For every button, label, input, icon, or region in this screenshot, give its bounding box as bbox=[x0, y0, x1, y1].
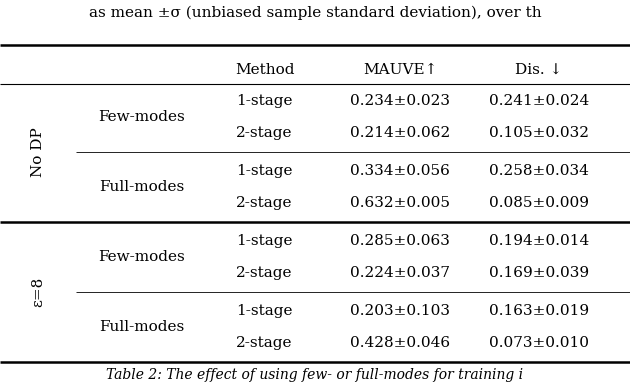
Text: 0.334±0.056: 0.334±0.056 bbox=[350, 164, 450, 178]
Text: 0.085±0.009: 0.085±0.009 bbox=[489, 196, 588, 210]
Text: 2-stage: 2-stage bbox=[236, 335, 293, 349]
Text: ε=8: ε=8 bbox=[31, 277, 45, 307]
Text: Table 2: The effect of using few- or full-modes for training i: Table 2: The effect of using few- or ful… bbox=[106, 368, 524, 382]
Text: 0.203±0.103: 0.203±0.103 bbox=[350, 303, 450, 317]
Text: Few-modes: Few-modes bbox=[98, 250, 185, 264]
Text: 1-stage: 1-stage bbox=[236, 234, 293, 248]
Text: 0.428±0.046: 0.428±0.046 bbox=[350, 335, 450, 349]
Text: 1-stage: 1-stage bbox=[236, 303, 293, 317]
Text: 0.241±0.024: 0.241±0.024 bbox=[488, 94, 589, 108]
Text: No DP: No DP bbox=[31, 128, 45, 177]
Text: 2-stage: 2-stage bbox=[236, 266, 293, 280]
Text: 0.285±0.063: 0.285±0.063 bbox=[350, 234, 450, 248]
Text: 0.194±0.014: 0.194±0.014 bbox=[488, 234, 589, 248]
Text: 1-stage: 1-stage bbox=[236, 164, 293, 178]
Text: 0.163±0.019: 0.163±0.019 bbox=[489, 303, 588, 317]
Text: 0.169±0.039: 0.169±0.039 bbox=[489, 266, 588, 280]
Text: 0.258±0.034: 0.258±0.034 bbox=[489, 164, 588, 178]
Text: Method: Method bbox=[235, 63, 294, 77]
Text: 0.632±0.005: 0.632±0.005 bbox=[350, 196, 450, 210]
Text: 0.224±0.037: 0.224±0.037 bbox=[350, 266, 450, 280]
Text: 0.073±0.010: 0.073±0.010 bbox=[489, 335, 588, 349]
Text: 1-stage: 1-stage bbox=[236, 94, 293, 108]
Text: 0.214±0.062: 0.214±0.062 bbox=[350, 126, 450, 140]
Text: 2-stage: 2-stage bbox=[236, 196, 293, 210]
Text: Dis. ↓: Dis. ↓ bbox=[515, 63, 562, 77]
Text: MAUVE↑: MAUVE↑ bbox=[363, 63, 437, 77]
Text: 2-stage: 2-stage bbox=[236, 126, 293, 140]
Text: as mean ±σ (unbiased sample standard deviation), over th: as mean ±σ (unbiased sample standard dev… bbox=[89, 6, 541, 20]
Text: 0.234±0.023: 0.234±0.023 bbox=[350, 94, 450, 108]
Text: Few-modes: Few-modes bbox=[98, 110, 185, 124]
Text: Full-modes: Full-modes bbox=[99, 180, 185, 194]
Text: Full-modes: Full-modes bbox=[99, 319, 185, 333]
Text: 0.105±0.032: 0.105±0.032 bbox=[489, 126, 588, 140]
